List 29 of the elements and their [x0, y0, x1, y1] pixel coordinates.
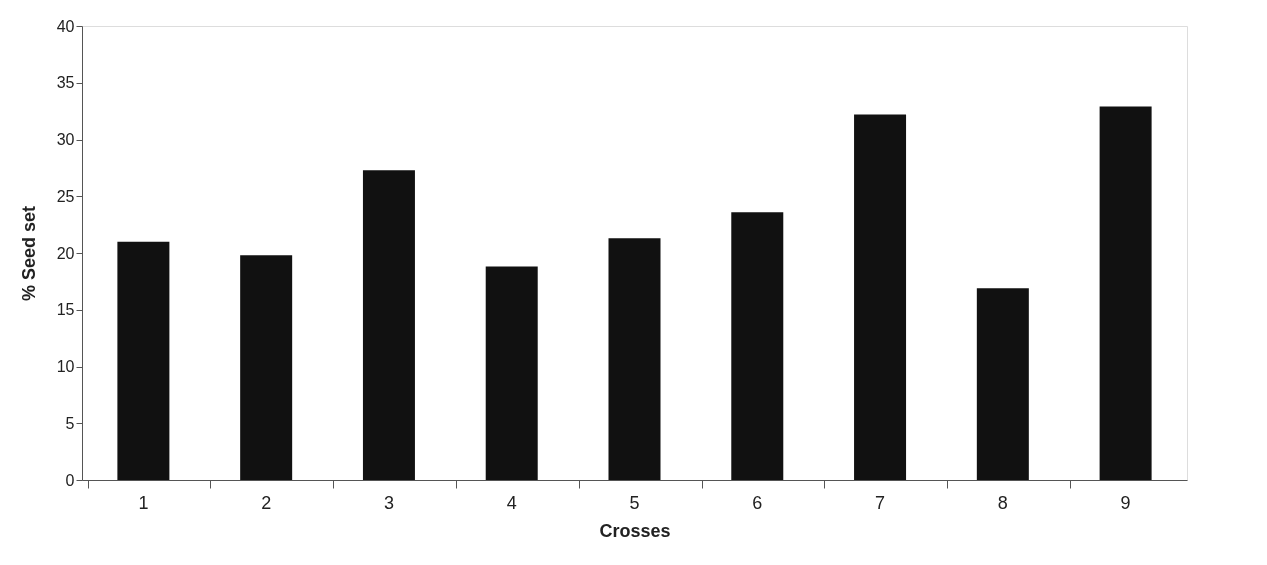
x-tick-label: 5 — [629, 492, 640, 513]
x-axis-title: Crosses — [599, 520, 671, 541]
y-tick-label: 15 — [56, 301, 75, 319]
bar — [117, 241, 170, 480]
bar — [240, 255, 293, 480]
y-tick-label: 5 — [65, 414, 75, 432]
bar — [485, 266, 538, 480]
x-tick-label: 8 — [997, 492, 1008, 513]
y-tick-label: 40 — [56, 17, 75, 35]
bar — [731, 212, 784, 480]
bar — [362, 170, 415, 480]
y-tick-label: 10 — [56, 358, 75, 375]
x-tick-label: 6 — [752, 492, 763, 513]
y-tick-label: 25 — [56, 187, 75, 205]
y-tick-label: 35 — [56, 74, 75, 92]
x-tick-label: 7 — [875, 492, 886, 513]
x-tick-label: 4 — [506, 492, 517, 513]
bar — [854, 114, 907, 480]
y-tick-label: 20 — [56, 244, 75, 262]
x-tick-label: 9 — [1120, 492, 1131, 513]
bar — [608, 238, 661, 480]
bar — [1099, 106, 1152, 480]
y-axis-title: % Seed set — [18, 205, 39, 302]
bar — [976, 288, 1029, 480]
y-tick-label: 0 — [65, 471, 75, 489]
x-tick-label: 2 — [261, 492, 272, 513]
x-tick-label: 3 — [383, 492, 394, 513]
x-tick-label: 1 — [138, 492, 149, 513]
y-tick-label: 30 — [56, 131, 75, 148]
